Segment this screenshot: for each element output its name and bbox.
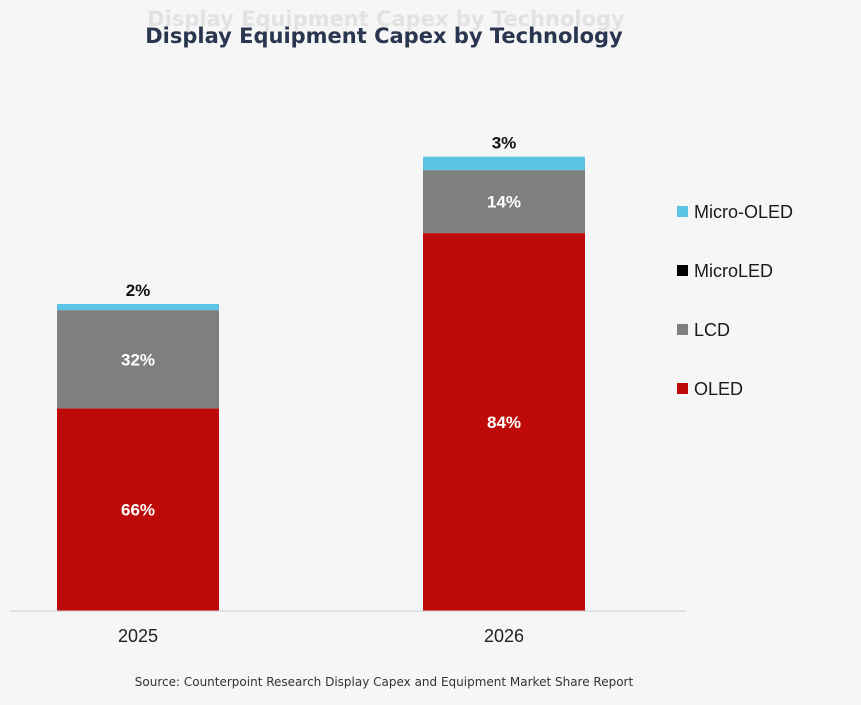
bar-micro-oled-2025 xyxy=(57,304,219,311)
data-label-micro-oled-2025: 2% xyxy=(126,281,151,300)
bars-group: 66% 32% 2% 84% 14% 3% xyxy=(57,134,585,611)
data-label-oled-2026: 84% xyxy=(487,413,521,432)
bar-lcd-2025 xyxy=(57,310,219,409)
data-label-lcd-2026: 14% xyxy=(487,193,521,212)
legend-swatch-microled xyxy=(677,265,688,276)
chart-title-ghost: Display Equipment Capex by Technology xyxy=(147,7,625,31)
chart-title: Display Equipment Capex by Technology xyxy=(145,24,623,48)
legend: Micro-OLED MicroLED LCD OLED xyxy=(677,202,793,399)
legend-swatch-micro-oled xyxy=(677,206,688,217)
legend-label-oled: OLED xyxy=(694,379,743,399)
source-note: Source: Counterpoint Research Display Ca… xyxy=(135,675,634,689)
x-tick-2025: 2025 xyxy=(118,626,158,646)
bar-lcd-2026 xyxy=(423,170,585,234)
data-label-oled-2025: 66% xyxy=(121,501,155,520)
bar-oled-2025 xyxy=(57,408,219,611)
data-label-micro-oled-2026: 3% xyxy=(492,134,517,153)
legend-label-micro-oled: Micro-OLED xyxy=(694,202,793,222)
legend-label-lcd: LCD xyxy=(694,320,730,340)
bar-oled-2026 xyxy=(423,233,585,611)
x-tick-2026: 2026 xyxy=(484,626,524,646)
x-tick-labels: 2025 2026 xyxy=(118,626,524,646)
legend-swatch-oled xyxy=(677,383,688,394)
legend-label-microled: MicroLED xyxy=(694,261,773,281)
legend-swatch-lcd xyxy=(677,324,688,335)
data-label-lcd-2025: 32% xyxy=(121,350,155,369)
bar-micro-oled-2026 xyxy=(423,156,585,171)
